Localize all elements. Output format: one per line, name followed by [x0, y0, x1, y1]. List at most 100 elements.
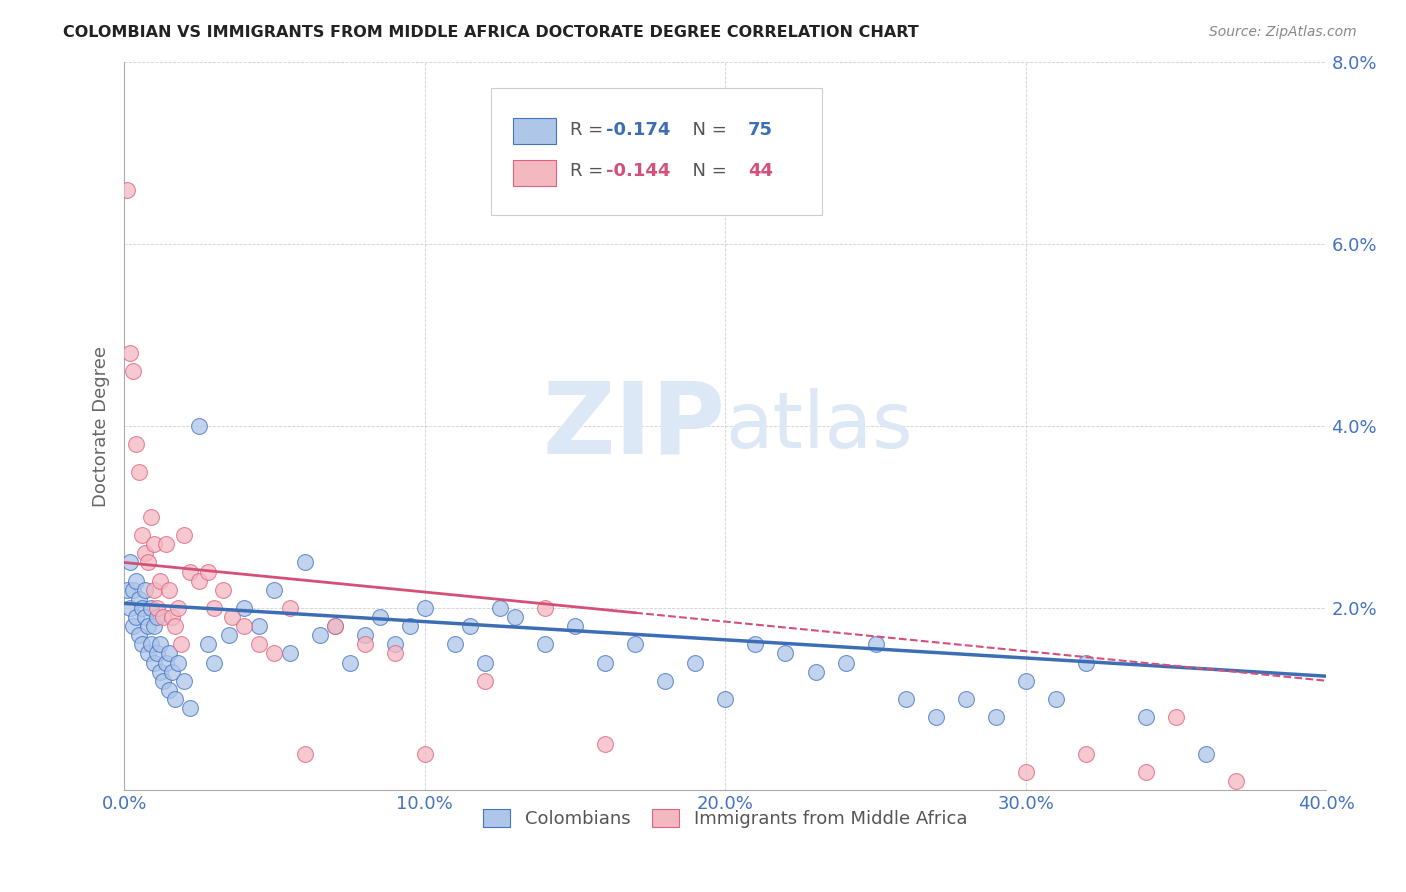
- Text: Source: ZipAtlas.com: Source: ZipAtlas.com: [1209, 25, 1357, 39]
- Point: [179, 565, 201, 579]
- Point: [593, 656, 616, 670]
- Point: [188, 419, 211, 434]
- Point: [120, 556, 142, 570]
- Point: [122, 364, 145, 378]
- Point: [115, 182, 138, 196]
- Point: [1015, 673, 1038, 688]
- Point: [1225, 773, 1247, 788]
- Point: [125, 610, 148, 624]
- Point: [122, 582, 145, 597]
- Point: [131, 601, 153, 615]
- Point: [149, 637, 172, 651]
- Point: [152, 610, 174, 624]
- Text: R =: R =: [571, 120, 609, 139]
- Point: [134, 546, 156, 560]
- Point: [744, 637, 766, 651]
- Text: 44: 44: [748, 162, 773, 180]
- Point: [323, 619, 346, 633]
- Point: [122, 619, 145, 633]
- Text: 75: 75: [748, 120, 773, 139]
- Point: [167, 656, 190, 670]
- Text: ZIP: ZIP: [543, 377, 725, 475]
- Point: [278, 647, 301, 661]
- FancyBboxPatch shape: [513, 160, 555, 186]
- Point: [233, 601, 256, 615]
- Point: [474, 673, 496, 688]
- Point: [458, 619, 481, 633]
- Point: [131, 528, 153, 542]
- Point: [173, 528, 195, 542]
- Point: [339, 656, 361, 670]
- Point: [157, 582, 180, 597]
- Point: [143, 537, 166, 551]
- Point: [368, 610, 391, 624]
- Point: [353, 628, 375, 642]
- Point: [141, 510, 163, 524]
- Point: [1074, 747, 1097, 761]
- Text: atlas: atlas: [725, 388, 912, 464]
- Point: [218, 628, 240, 642]
- Point: [197, 637, 219, 651]
- Point: [474, 656, 496, 670]
- Text: R =: R =: [571, 162, 609, 180]
- Point: [149, 665, 172, 679]
- Point: [179, 701, 201, 715]
- Point: [125, 574, 148, 588]
- Point: [152, 673, 174, 688]
- Point: [624, 637, 647, 651]
- Point: [149, 574, 172, 588]
- Point: [353, 637, 375, 651]
- Point: [894, 692, 917, 706]
- Point: [136, 556, 159, 570]
- Point: [1135, 710, 1157, 724]
- Point: [263, 582, 285, 597]
- Point: [249, 619, 271, 633]
- Point: [197, 565, 219, 579]
- Point: [173, 673, 195, 688]
- Point: [654, 673, 676, 688]
- Point: [120, 601, 142, 615]
- Point: [115, 582, 138, 597]
- Point: [143, 619, 166, 633]
- Y-axis label: Doctorate Degree: Doctorate Degree: [93, 345, 110, 507]
- Point: [134, 610, 156, 624]
- Point: [413, 747, 436, 761]
- Point: [1045, 692, 1067, 706]
- Point: [128, 628, 150, 642]
- Point: [984, 710, 1007, 724]
- Point: [865, 637, 887, 651]
- Point: [294, 556, 316, 570]
- Point: [1166, 710, 1188, 724]
- Point: [1195, 747, 1218, 761]
- Point: [534, 637, 557, 651]
- Point: [146, 601, 169, 615]
- Point: [955, 692, 977, 706]
- Point: [834, 656, 856, 670]
- Point: [308, 628, 330, 642]
- Point: [398, 619, 420, 633]
- Point: [202, 656, 225, 670]
- Point: [170, 637, 193, 651]
- Point: [278, 601, 301, 615]
- Point: [443, 637, 465, 651]
- Point: [157, 682, 180, 697]
- Point: [925, 710, 948, 724]
- Point: [233, 619, 256, 633]
- Point: [141, 637, 163, 651]
- Legend: Colombians, Immigrants from Middle Africa: Colombians, Immigrants from Middle Afric…: [477, 802, 974, 836]
- Text: N =: N =: [681, 162, 733, 180]
- Point: [162, 665, 184, 679]
- Point: [167, 601, 190, 615]
- Point: [221, 610, 243, 624]
- Point: [188, 574, 211, 588]
- Point: [165, 692, 187, 706]
- Point: [685, 656, 707, 670]
- Point: [534, 601, 557, 615]
- Point: [131, 637, 153, 651]
- Point: [134, 582, 156, 597]
- Point: [503, 610, 526, 624]
- Point: [125, 437, 148, 451]
- Point: [120, 346, 142, 360]
- Point: [593, 738, 616, 752]
- Point: [141, 601, 163, 615]
